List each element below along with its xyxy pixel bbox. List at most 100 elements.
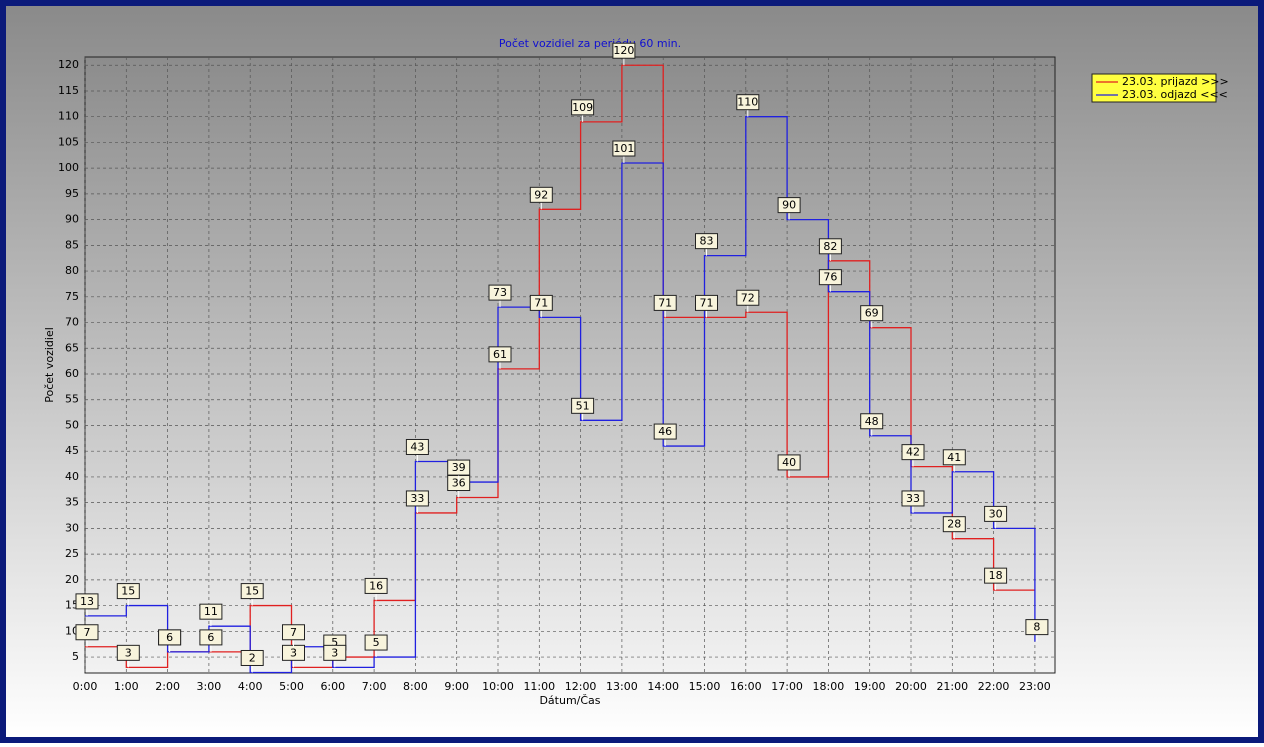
data-label: 90 xyxy=(782,199,796,212)
data-label: 5 xyxy=(331,636,338,649)
y-tick-label: 65 xyxy=(65,341,79,354)
data-label: 15 xyxy=(245,585,259,598)
data-label: 46 xyxy=(658,425,672,438)
x-tick-label: 2:00 xyxy=(155,680,180,693)
data-label-box xyxy=(447,459,471,476)
data-label: 48 xyxy=(865,415,879,428)
x-tick-label: 12:00 xyxy=(565,680,597,693)
data-label-box xyxy=(199,603,223,620)
x-tick-label: 11:00 xyxy=(523,680,555,693)
y-tick-label: 75 xyxy=(65,290,79,303)
data-label-box xyxy=(75,593,99,610)
plot-area xyxy=(84,56,1056,674)
data-label-box xyxy=(612,140,636,157)
data-label-box xyxy=(777,197,801,214)
data-label: 33 xyxy=(410,492,424,505)
x-tick-label: 13:00 xyxy=(606,680,638,693)
data-label: 11 xyxy=(204,605,218,618)
data-label-box xyxy=(984,505,1008,522)
data-label: 73 xyxy=(493,286,507,299)
data-label: 3 xyxy=(125,646,132,659)
y-axis-label: Počet vozidiel xyxy=(43,327,56,403)
x-tick-label: 5:00 xyxy=(279,680,304,693)
x-axis-label: Dátum/Čas xyxy=(539,694,600,707)
x-tick-label: 3:00 xyxy=(197,680,222,693)
y-tick-label: 5 xyxy=(72,650,79,663)
x-tick-label: 8:00 xyxy=(403,680,428,693)
x-tick-label: 1:00 xyxy=(114,680,139,693)
data-label: 6 xyxy=(166,631,173,644)
data-label: 110 xyxy=(737,96,758,109)
data-label-box xyxy=(984,567,1008,584)
data-label-box xyxy=(736,94,760,111)
data-label-box xyxy=(860,413,884,430)
data-label: 7 xyxy=(84,626,91,639)
x-tick-label: 20:00 xyxy=(895,680,927,693)
x-tick-label: 22:00 xyxy=(978,680,1010,693)
data-label-box xyxy=(282,624,305,641)
y-tick-label: 50 xyxy=(65,418,79,431)
y-tick-label: 120 xyxy=(58,58,79,71)
x-tick-label: 18:00 xyxy=(813,680,845,693)
data-label: 28 xyxy=(947,518,961,531)
data-label-box xyxy=(488,284,512,301)
data-label: 7 xyxy=(290,626,297,639)
data-label: 5 xyxy=(373,636,380,649)
x-tick-label: 4:00 xyxy=(238,680,263,693)
data-label-box xyxy=(405,438,429,455)
x-tick-label: 0:00 xyxy=(73,680,98,693)
y-tick-label: 45 xyxy=(65,444,79,457)
data-label-box xyxy=(1025,619,1049,636)
data-label-box xyxy=(612,42,636,59)
data-label: 71 xyxy=(658,296,672,309)
data-label-box xyxy=(158,629,182,646)
data-label: 15 xyxy=(121,585,135,598)
y-tick-label: 40 xyxy=(65,470,79,483)
data-label-box xyxy=(901,490,925,507)
y-tick-label: 55 xyxy=(65,393,79,406)
y-tick-label: 30 xyxy=(65,521,79,534)
y-tick-label: 110 xyxy=(58,110,79,123)
data-label-box xyxy=(116,583,140,600)
data-label-box xyxy=(364,577,388,594)
data-label: 6 xyxy=(207,631,214,644)
data-label: 61 xyxy=(493,348,507,361)
data-label-box xyxy=(695,233,718,250)
data-label: 69 xyxy=(865,307,879,320)
data-label-box xyxy=(529,186,553,203)
legend-label: 23.03. odjazd <<< xyxy=(1122,88,1228,101)
data-label: 82 xyxy=(823,240,837,253)
data-label-box xyxy=(199,629,223,646)
data-label: 41 xyxy=(947,451,961,464)
y-tick-label: 80 xyxy=(65,264,79,277)
data-label-box xyxy=(818,238,842,255)
y-tick-label: 100 xyxy=(58,161,79,174)
data-label-box xyxy=(653,294,677,311)
y-tick-label: 20 xyxy=(65,573,79,586)
x-tick-label: 14:00 xyxy=(647,680,679,693)
data-label-box xyxy=(240,583,264,600)
data-label: 30 xyxy=(989,507,1003,520)
data-label: 33 xyxy=(906,492,920,505)
y-tick-label: 70 xyxy=(65,316,79,329)
data-label-box xyxy=(488,346,512,363)
data-label: 71 xyxy=(534,296,548,309)
data-label: 51 xyxy=(576,399,590,412)
data-label-box xyxy=(323,644,347,661)
data-label-box xyxy=(860,305,884,322)
data-label: 71 xyxy=(700,296,714,309)
data-label: 109 xyxy=(572,101,593,114)
y-tick-label: 90 xyxy=(65,213,79,226)
data-label: 16 xyxy=(369,579,383,592)
x-tick-label: 9:00 xyxy=(444,680,469,693)
data-label-box xyxy=(653,423,677,440)
y-tick-label: 105 xyxy=(58,135,79,148)
x-tick-label: 10:00 xyxy=(482,680,514,693)
data-label-box xyxy=(571,397,595,414)
data-label-box xyxy=(942,516,966,533)
data-label: 76 xyxy=(823,271,837,284)
data-label-box xyxy=(529,294,553,311)
data-label: 92 xyxy=(534,188,548,201)
data-label: 8 xyxy=(1033,621,1040,634)
data-label: 120 xyxy=(613,44,634,57)
